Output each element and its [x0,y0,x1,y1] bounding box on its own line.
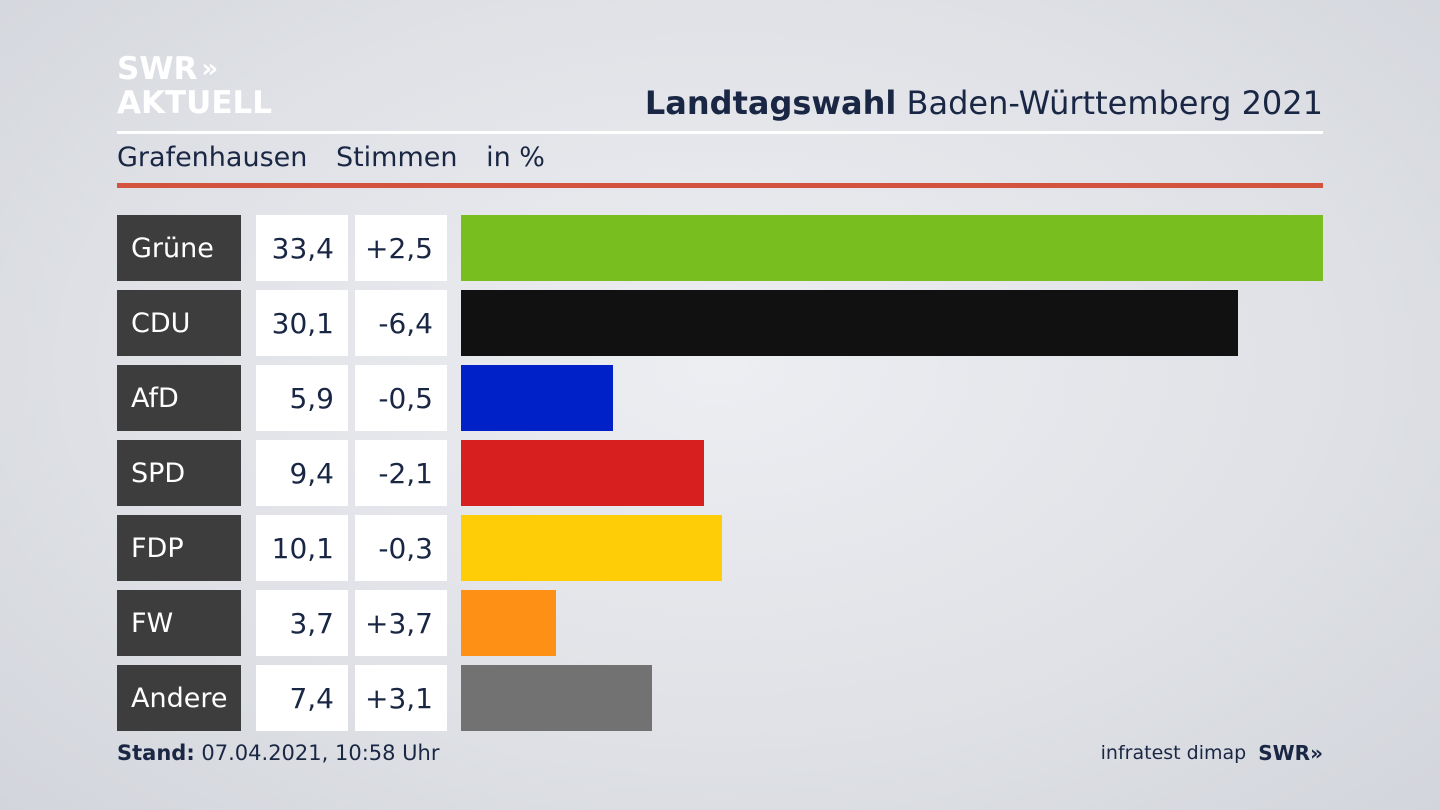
swr-brand: SWR» [1258,741,1323,765]
subtitle-place: Grafenhausen [117,142,308,173]
chart-row: AfD 5,9 -0,5 [117,365,1323,431]
vote-change-value: -0,5 [355,365,447,431]
chart-row: FW 3,7 +3,7 [117,590,1323,656]
vote-change-value: +3,1 [355,665,447,731]
vote-change-value: +2,5 [355,215,447,281]
result-bar [461,440,704,506]
chart-title-bold: Landtagswahl [644,84,897,122]
logo-chevron-icon: » [201,54,218,84]
source-credit: infratest dimap SWR» [1101,741,1323,765]
timestamp-value: 07.04.2021, 10:58 Uhr [194,741,440,765]
subtitle-divider [117,183,1323,188]
timestamp-label: Stand: [117,741,195,765]
header-divider [117,131,1323,134]
vote-share-value: 7,4 [256,665,348,731]
vote-share-value: 30,1 [256,290,348,356]
swr-brand-text: SWR [1258,741,1311,765]
vote-share-value: 3,7 [256,590,348,656]
subtitle-unit: in % [486,142,545,173]
result-bar [461,290,1238,356]
vote-share-value: 5,9 [256,365,348,431]
result-bar [461,665,652,731]
result-bar [461,590,557,656]
vote-change-value: -2,1 [355,440,447,506]
vote-change-value: -6,4 [355,290,447,356]
party-label: CDU [117,290,241,356]
vote-change-value: +3,7 [355,590,447,656]
swr-aktuell-logo: SWR» AKTUELL [117,52,272,120]
vote-share-value: 33,4 [256,215,348,281]
subtitle-measure: Stimmen [335,142,458,173]
vote-change-value: -0,3 [355,515,447,581]
source-text: infratest dimap [1100,742,1247,764]
vote-share-value: 9,4 [256,440,348,506]
chart-title: Landtagswahl Baden-Württemberg 2021 [645,84,1323,122]
logo-aktuell-text: AKTUELL [117,85,273,121]
result-bar [461,215,1323,281]
chart-row: FDP 10,1 -0,3 [117,515,1323,581]
chart-row: Andere 7,4 +3,1 [117,665,1323,731]
party-label: AfD [117,365,241,431]
chart-row: CDU 30,1 -6,4 [117,290,1323,356]
vote-share-value: 10,1 [256,515,348,581]
party-label: SPD [117,440,241,506]
party-label: FDP [117,515,241,581]
chart-subtitle: Grafenhausen Stimmen in % [117,142,565,173]
chart-row: SPD 9,4 -2,1 [117,440,1323,506]
chart-title-rest: Baden-Württemberg 2021 [896,84,1324,122]
result-bar [461,365,614,431]
timestamp: Stand: 07.04.2021, 10:58 Uhr [117,741,440,765]
swr-chevron-icon: » [1310,741,1323,765]
chart-row: Grüne 33,4 +2,5 [117,215,1323,281]
logo-swr-text: SWR [117,51,198,87]
result-bar [461,515,722,581]
party-label: Grüne [117,215,241,281]
party-label: FW [117,590,241,656]
party-label: Andere [117,665,241,731]
